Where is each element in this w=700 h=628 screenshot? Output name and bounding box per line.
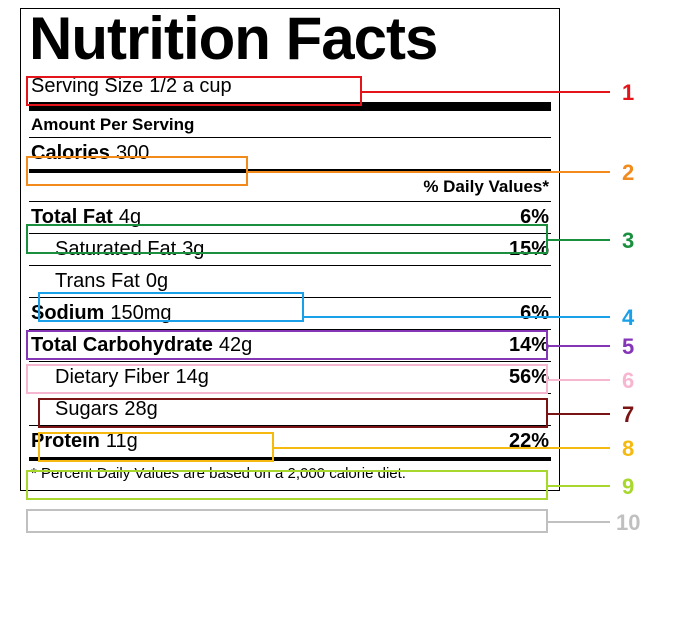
calories-label: Calories <box>31 142 110 165</box>
callout-number: 9 <box>622 474 634 500</box>
calories-value: 300 <box>116 142 149 165</box>
callout-line <box>548 521 610 523</box>
nutrient-value: 11g <box>106 430 138 453</box>
nutrient-name: Protein <box>31 430 100 453</box>
callout-line <box>548 345 610 347</box>
total-fat-row: Total Fat 4g 6% <box>29 202 551 233</box>
nutrient-pct: 15% <box>509 238 549 261</box>
callout-line <box>274 447 610 449</box>
sugars-row: Sugars 28g <box>29 394 551 425</box>
nutrient-name: Dietary Fiber <box>55 366 169 389</box>
nutrient-value: 150mg <box>110 302 171 325</box>
divider <box>29 102 551 111</box>
sodium-row: Sodium 150mg 6% <box>29 298 551 329</box>
callout-box <box>26 509 548 533</box>
nutrient-value: 3g <box>182 238 204 261</box>
callout-line <box>548 379 610 381</box>
nutrient-pct: 6% <box>520 302 549 325</box>
fiber-row: Dietary Fiber 14g 56% <box>29 362 551 393</box>
callout-line <box>548 413 610 415</box>
trans-fat-row: Trans Fat 0g <box>29 266 551 297</box>
nutrient-pct: 56% <box>509 366 549 389</box>
serving-size-row: Serving Size 1/2 a cup <box>29 71 551 102</box>
callout-number: 4 <box>622 305 634 331</box>
nutrient-name: Sodium <box>31 302 104 325</box>
callout-number: 8 <box>622 436 634 462</box>
callout-number: 3 <box>622 228 634 254</box>
nutrient-value: 4g <box>119 206 141 229</box>
callout-number: 10 <box>616 510 640 536</box>
nutrient-name: Trans Fat <box>55 270 140 293</box>
nutrient-pct: 6% <box>520 206 549 229</box>
panel-title: Nutrition Facts <box>29 9 551 71</box>
footnote: * Percent Daily Values are based on a 2,… <box>29 461 551 484</box>
callout-number: 7 <box>622 402 634 428</box>
nutrient-name: Saturated Fat <box>55 238 176 261</box>
nutrient-value: 42g <box>219 334 252 357</box>
serving-size-label: Serving Size <box>31 75 143 98</box>
daily-values-header: % Daily Values* <box>29 173 551 201</box>
callout-line <box>548 239 610 241</box>
nutrient-name: Total Carbohydrate <box>31 334 213 357</box>
callout-line <box>248 171 610 173</box>
nutrient-pct: 22% <box>509 430 549 453</box>
nutrient-value: 14g <box>175 366 208 389</box>
nutrition-facts-panel: Nutrition Facts Serving Size 1/2 a cup A… <box>20 8 560 491</box>
callout-number: 1 <box>622 80 634 106</box>
carb-row: Total Carbohydrate 42g 14% <box>29 330 551 361</box>
nutrient-value: 28g <box>124 398 157 421</box>
callout-line <box>304 316 610 318</box>
nutrient-pct: 14% <box>509 334 549 357</box>
callout-line <box>362 91 610 93</box>
callout-number: 6 <box>622 368 634 394</box>
callout-line <box>548 485 610 487</box>
callout-number: 5 <box>622 334 634 360</box>
nutrient-name: Total Fat <box>31 206 113 229</box>
serving-size-value: 1/2 a cup <box>149 75 231 98</box>
nutrient-name: Sugars <box>55 398 118 421</box>
callout-number: 2 <box>622 160 634 186</box>
protein-row: Protein 11g 22% <box>29 426 551 457</box>
nutrient-value: 0g <box>146 270 168 293</box>
saturated-fat-row: Saturated Fat 3g 15% <box>29 234 551 265</box>
amount-per-serving: Amount Per Serving <box>29 111 551 137</box>
calories-row: Calories 300 <box>29 138 551 169</box>
